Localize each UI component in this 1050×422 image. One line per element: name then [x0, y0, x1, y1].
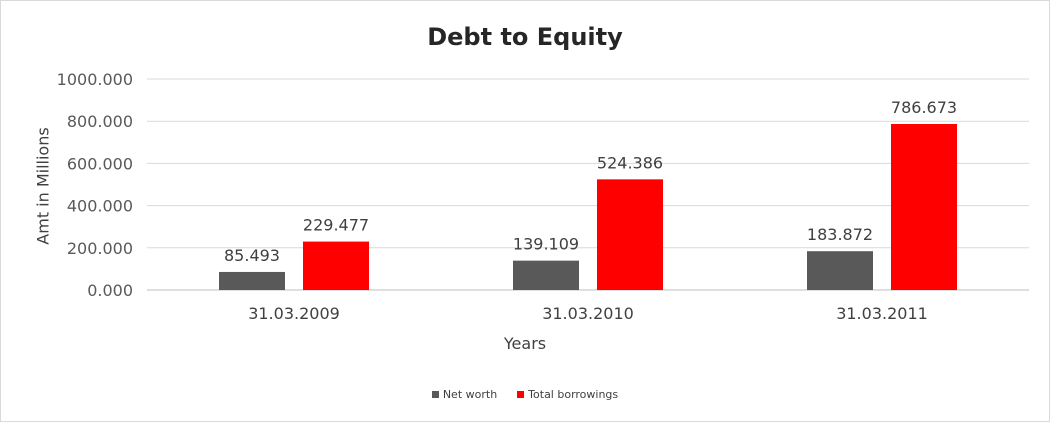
data-label: 229.477: [303, 216, 369, 235]
y-tick-label: 200.000: [67, 239, 133, 258]
y-tick-label: 1000.000: [57, 70, 133, 89]
data-label: 786.673: [891, 98, 957, 117]
x-tick-label: 31.03.2010: [542, 304, 634, 323]
y-tick-label: 400.000: [67, 197, 133, 216]
chart-title: Debt to Equity: [427, 23, 623, 51]
x-axis-label: Years: [503, 334, 547, 353]
bar-total-borrowings: [303, 241, 369, 290]
x-tick-label: 31.03.2011: [836, 304, 928, 323]
legend-item-total-borrowings: Total borrowings: [517, 388, 618, 401]
bar-net-worth: [219, 271, 285, 290]
bar-total-borrowings: [597, 179, 663, 290]
legend-label-net-worth: Net worth: [442, 388, 498, 401]
data-label: 183.872: [807, 225, 873, 244]
data-label: 85.493: [224, 246, 280, 265]
bar-total-borrowings: [891, 124, 957, 290]
bar-net-worth: [513, 260, 579, 290]
legend-swatch-total-borrowings: [517, 391, 525, 398]
data-label: 139.109: [513, 235, 579, 254]
legend: Net worth Total borrowings: [1, 388, 1049, 401]
legend-swatch-net-worth: [431, 391, 439, 398]
y-tick-label: 600.000: [67, 154, 133, 173]
legend-item-net-worth: Net worth: [431, 388, 498, 401]
legend-label-total-borrowings: Total borrowings: [528, 388, 619, 401]
y-tick-label: 800.000: [67, 112, 133, 131]
bar-net-worth: [807, 251, 873, 290]
data-label: 524.386: [597, 153, 663, 172]
x-tick-label: 31.03.2009: [248, 304, 340, 323]
y-tick-label: 0.000: [87, 281, 133, 300]
